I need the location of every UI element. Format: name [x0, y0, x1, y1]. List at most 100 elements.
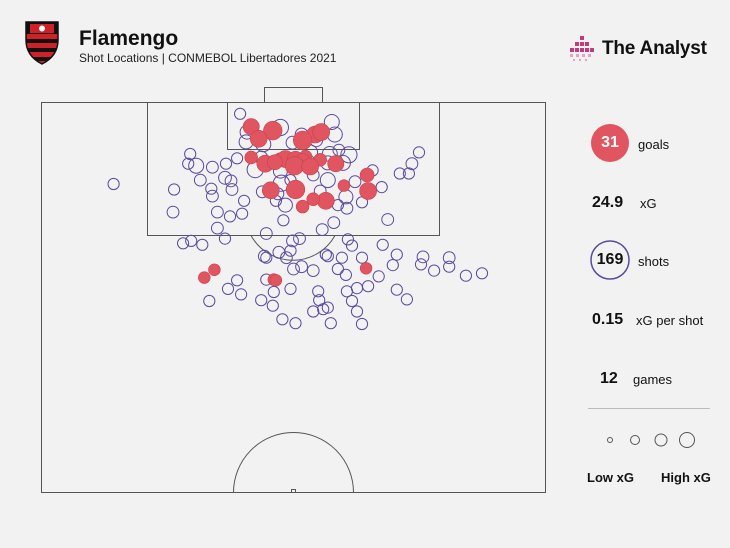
shot-marker: [348, 175, 362, 189]
goal-marker: [359, 262, 373, 275]
shot-marker: [306, 264, 320, 278]
centre-spot: [291, 489, 296, 493]
goal-marker: [316, 192, 335, 210]
legend-low-label: Low xG: [587, 470, 634, 485]
shots-value: 169: [596, 251, 624, 268]
page-title: Flamengo: [79, 27, 179, 50]
shot-marker: [193, 173, 207, 187]
shot-marker: [381, 213, 395, 226]
shot-marker: [319, 248, 332, 261]
shot-marker: [203, 294, 216, 308]
shot-marker: [315, 223, 329, 237]
shot-marker: [184, 147, 197, 161]
goal-markers: [198, 118, 377, 287]
shot-marker: [211, 221, 224, 235]
goal-marker: [198, 271, 211, 284]
shot-marker: [235, 288, 248, 301]
shot-marker: [236, 207, 249, 220]
shot-marker: [231, 274, 244, 287]
shot-marker: [376, 238, 389, 251]
shot-marker: [416, 250, 430, 264]
shot-marker: [107, 177, 120, 191]
shots-label: shots: [638, 254, 670, 269]
shot-marker: [231, 152, 244, 165]
xg-value: 24.9: [592, 194, 624, 211]
shot-marker: [459, 269, 472, 282]
shot-marker: [286, 234, 299, 248]
goal-marker: [295, 199, 310, 214]
shot-marker: [355, 317, 369, 331]
page-subtitle: Shot Locations | CONMEBOL Libertadores 2…: [79, 51, 337, 65]
shot-marker: [224, 174, 238, 188]
penalty-arc: [250, 235, 336, 261]
goal-marker: [359, 167, 375, 183]
shot-marker: [280, 251, 293, 265]
goal-marker: [359, 182, 377, 200]
shot-marker: [188, 157, 205, 174]
shot-marker: [350, 305, 364, 318]
legend-high-label: High xG: [661, 470, 711, 485]
games-value: 12: [600, 370, 618, 387]
shot-marker: [259, 227, 273, 240]
goal-marker: [261, 181, 280, 200]
shot-marker: [182, 157, 195, 170]
xg-label: xG: [640, 196, 657, 211]
goal-marker: [285, 179, 306, 200]
goals-value: 31: [601, 134, 619, 151]
shot-marker: [412, 146, 426, 159]
goals-stat: 31: [591, 134, 629, 152]
club-crest-logo: [25, 21, 59, 65]
shot-marker: [166, 205, 180, 219]
goal-marker: [337, 179, 351, 192]
shot-marker: [350, 282, 364, 295]
shot-marker: [206, 189, 219, 203]
shot-marker: [307, 305, 320, 318]
shot-marker: [211, 205, 224, 219]
shots-stat-circle: [590, 240, 630, 280]
shot-marker: [339, 268, 352, 281]
pitch-lines: [41, 87, 546, 493]
goal-marker: [327, 155, 345, 173]
shot-marker: [284, 244, 297, 257]
goal-marker: [293, 130, 313, 150]
shot-marker: [284, 282, 297, 295]
goals-stat-circle: [591, 124, 629, 162]
shot-marker: [319, 172, 336, 189]
goal-marker: [312, 123, 331, 141]
shot-marker: [345, 239, 359, 252]
shot-marker: [257, 249, 271, 263]
goal: [264, 87, 323, 103]
shot-marker: [196, 238, 209, 251]
shot-marker: [219, 157, 233, 170]
shot-marker: [355, 251, 369, 264]
shot-marker: [362, 280, 375, 293]
shot-marker: [177, 237, 190, 250]
legend-size-circle: [607, 437, 613, 443]
goal-marker: [244, 150, 258, 165]
shot-marker: [223, 210, 237, 223]
goal-marker: [269, 274, 283, 287]
shot-marker: [276, 313, 289, 326]
shot-marker: [400, 293, 413, 306]
shot-marker: [185, 234, 198, 247]
goal-marker: [249, 130, 268, 148]
shot-marker: [345, 294, 359, 308]
legend-size-circle: [630, 435, 640, 445]
shot-marker: [390, 248, 403, 261]
shot-marker: [402, 167, 415, 180]
xg-per-shot-value: 0.15: [592, 311, 624, 328]
shot-marker: [372, 270, 385, 283]
games-label: games: [633, 372, 673, 387]
xg-per-shot-label: xG per shot: [636, 313, 704, 328]
goal-marker: [306, 192, 320, 206]
shot-marker: [405, 157, 419, 171]
shot-marker: [375, 181, 388, 194]
shot-marker: [475, 267, 489, 280]
xg-size-legend: [607, 432, 695, 448]
shot-marker: [317, 303, 330, 316]
shot-marker: [323, 114, 340, 130]
legend-size-circle: [654, 433, 668, 447]
shot-markers: [107, 107, 489, 331]
shot-marker: [287, 262, 300, 276]
shot-marker: [338, 189, 354, 205]
